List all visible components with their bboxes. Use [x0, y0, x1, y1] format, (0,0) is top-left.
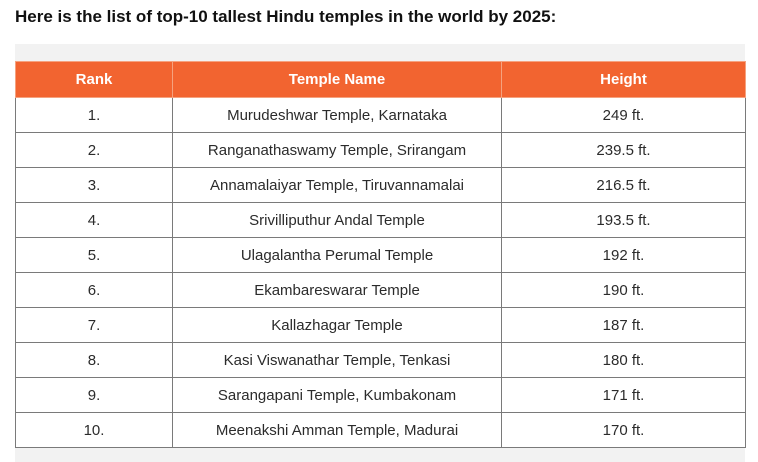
column-header-temple-name: Temple Name: [172, 61, 502, 98]
column-header-height: Height: [501, 61, 746, 98]
page-heading: Here is the list of top-10 tallest Hindu…: [15, 7, 557, 26]
temple-name-cell: Ekambareswarar Temple: [172, 272, 502, 308]
height-cell: 190 ft.: [501, 272, 746, 308]
temple-name-cell: Meenakshi Amman Temple, Madurai: [172, 412, 502, 448]
rank-cell: 3.: [15, 167, 173, 203]
height-cell: 170 ft.: [501, 412, 746, 448]
table-row: 3. Annamalaiyar Temple, Tiruvannamalai 2…: [15, 167, 746, 203]
rank-cell: 5.: [15, 237, 173, 273]
height-cell: 239.5 ft.: [501, 132, 746, 168]
temple-name-cell: Ranganathaswamy Temple, Srirangam: [172, 132, 502, 168]
table-header-row: Rank Temple Name Height: [15, 61, 746, 98]
rank-cell: 4.: [15, 202, 173, 238]
height-cell: 193.5 ft.: [501, 202, 746, 238]
temple-name-cell: Sarangapani Temple, Kumbakonam: [172, 377, 502, 413]
rank-cell: 10.: [15, 412, 173, 448]
table-row: 9. Sarangapani Temple, Kumbakonam 171 ft…: [15, 377, 746, 413]
temple-name-cell: Srivilliputhur Andal Temple: [172, 202, 502, 238]
table-row: 6. Ekambareswarar Temple 190 ft.: [15, 272, 746, 308]
table-row: 7. Kallazhagar Temple 187 ft.: [15, 307, 746, 343]
table-row: 8. Kasi Viswanathar Temple, Tenkasi 180 …: [15, 342, 746, 378]
temple-name-cell: Annamalaiyar Temple, Tiruvannamalai: [172, 167, 502, 203]
rank-cell: 9.: [15, 377, 173, 413]
temple-name-cell: Ulagalantha Perumal Temple: [172, 237, 502, 273]
height-cell: 216.5 ft.: [501, 167, 746, 203]
height-cell: 171 ft.: [501, 377, 746, 413]
rank-cell: 6.: [15, 272, 173, 308]
height-cell: 249 ft.: [501, 97, 746, 133]
temple-name-cell: Kasi Viswanathar Temple, Tenkasi: [172, 342, 502, 378]
rank-cell: 8.: [15, 342, 173, 378]
rank-cell: 1.: [15, 97, 173, 133]
table-row: 5. Ulagalantha Perumal Temple 192 ft.: [15, 237, 746, 273]
column-header-rank: Rank: [15, 61, 173, 98]
temple-name-cell: Murudeshwar Temple, Karnataka: [172, 97, 502, 133]
rank-cell: 7.: [15, 307, 173, 343]
table-row: 1. Murudeshwar Temple, Karnataka 249 ft.: [15, 97, 746, 133]
height-cell: 192 ft.: [501, 237, 746, 273]
table-row: 2. Ranganathaswamy Temple, Srirangam 239…: [15, 132, 746, 168]
temple-name-cell: Kallazhagar Temple: [172, 307, 502, 343]
height-cell: 187 ft.: [501, 307, 746, 343]
table-row: 10. Meenakshi Amman Temple, Madurai 170 …: [15, 412, 746, 448]
rank-cell: 2.: [15, 132, 173, 168]
temples-table: Rank Temple Name Height 1. Murudeshwar T…: [15, 61, 746, 448]
height-cell: 180 ft.: [501, 342, 746, 378]
table-row: 4. Srivilliputhur Andal Temple 193.5 ft.: [15, 202, 746, 238]
